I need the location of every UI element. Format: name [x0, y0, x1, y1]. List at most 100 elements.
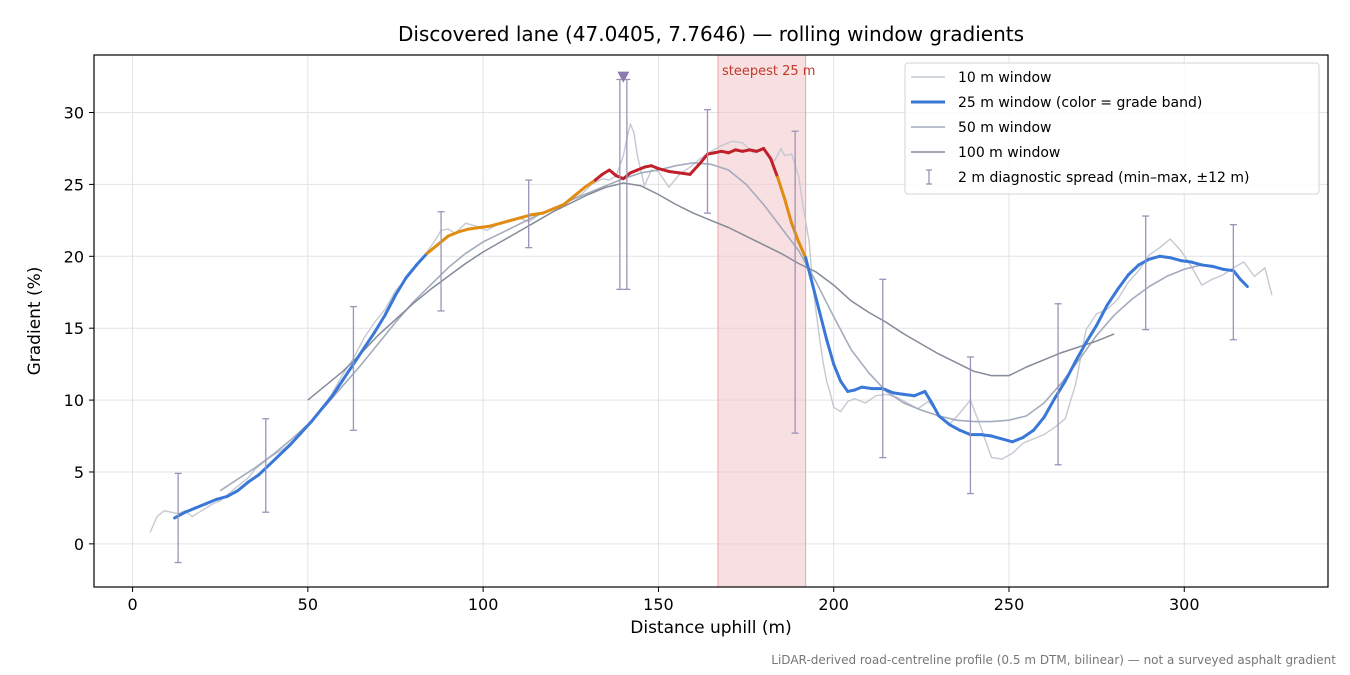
caption: LiDAR-derived road-centreline profile (0…: [771, 653, 1336, 667]
series-25m-segment: [383, 293, 397, 317]
x-axis-label: Distance uphill (m): [630, 618, 791, 638]
series-25m-segment: [351, 346, 366, 366]
series-25m-segment: [551, 203, 566, 211]
series-25m-segment: [1137, 257, 1151, 267]
series-25m-segment: [425, 243, 440, 255]
peak-marker: [617, 71, 630, 83]
series-25m-segment: [923, 389, 934, 405]
series-25m-segment: [902, 392, 916, 398]
legend-entry: 10 m window: [911, 70, 1051, 86]
steepest-band-label: steepest 25 m: [722, 64, 815, 79]
series-25m-segment: [937, 414, 951, 427]
series-25m-segment: [257, 463, 271, 477]
series-25m-segment: [1032, 415, 1046, 432]
error-bar: [262, 418, 270, 513]
error-bar: [703, 108, 711, 214]
x-tick-label: 50: [298, 595, 318, 614]
legend-entry: 50 m window: [911, 120, 1051, 136]
series-25m-segment: [881, 387, 895, 395]
series-25m-segment: [1021, 428, 1036, 439]
series-25m-segment: [541, 207, 555, 215]
series-25m-segment: [299, 420, 313, 435]
error-bar: [525, 179, 533, 249]
series-25m-segment: [404, 263, 419, 280]
series-25m-segment: [783, 197, 794, 225]
y-tick-label: 0: [74, 535, 84, 554]
error-bar: [349, 305, 357, 431]
series-25m-segment: [1084, 323, 1099, 345]
series-25m-segment: [288, 431, 303, 447]
series-25m-segment: [811, 283, 822, 314]
y-tick-label: 25: [64, 175, 84, 194]
series-25m-segment: [1158, 254, 1172, 260]
series-25m-segment: [947, 423, 962, 432]
series-100m-line: [307, 182, 1115, 401]
series-25m-segment: [499, 218, 513, 225]
series-25m-segment: [436, 234, 450, 247]
error-bar-layer: [174, 71, 1237, 564]
series-25m-segment: [362, 331, 376, 350]
series-25m-segment: [688, 161, 702, 176]
series-25m-segment: [320, 394, 334, 411]
series-25m-segment: [478, 224, 492, 230]
series-25m-segment: [832, 362, 843, 383]
series-25m-segment: [958, 428, 972, 437]
series-25m-segment: [1000, 437, 1014, 444]
legend-entry: 2 m diagnostic spread (min–max, ±12 m): [926, 169, 1249, 186]
series-25m-segment: [1147, 254, 1162, 261]
series-25m-segment: [225, 489, 240, 498]
legend-label: 50 m window: [958, 120, 1051, 136]
series-25m-segment: [267, 453, 282, 467]
legend-label: 100 m window: [958, 145, 1060, 161]
series-25m-segment: [330, 378, 345, 398]
chart-title: Discovered lane (47.0405, 7.7646) — roll…: [398, 22, 1024, 46]
series-25m-segment: [194, 502, 208, 510]
x-tick-label: 300: [1169, 595, 1200, 614]
series-25m-segment: [1105, 287, 1120, 307]
x-tick-label: 100: [468, 595, 499, 614]
series-25m-segment: [1042, 397, 1057, 419]
series-25m-segment: [1179, 259, 1193, 264]
x-tick-label: 200: [818, 595, 849, 614]
error-bar: [791, 130, 799, 434]
y-tick-label: 30: [64, 104, 84, 123]
series-25m-segment: [278, 443, 292, 457]
y-tick-label: 5: [74, 463, 84, 482]
series-25m-segment: [825, 338, 836, 366]
series-25m-segment: [1221, 267, 1235, 273]
legend-entry: 100 m window: [911, 145, 1060, 161]
series-25m-segment: [698, 152, 709, 165]
series-25m-segment: [1063, 359, 1078, 383]
tick-layer: 0 50 100 150 200 250 300 0 5 10 15 20 25 30: [64, 104, 1200, 614]
series-25m-segment: [562, 194, 576, 207]
series-25m-segment: [979, 433, 993, 438]
error-bar: [1142, 215, 1150, 331]
series-25m-segment: [509, 215, 524, 222]
series-25m-segment: [173, 510, 187, 520]
series-25m-segment: [1010, 435, 1025, 444]
error-bar: [1229, 224, 1237, 341]
series-25m-segment: [393, 276, 408, 297]
series-25m-segment: [488, 221, 503, 228]
series-25m-segment: [677, 171, 692, 176]
series-25m-segment: [415, 251, 429, 267]
series-25m-segment: [1095, 303, 1109, 327]
series-25m-segment: [204, 497, 219, 506]
series-25m-segment: [246, 473, 261, 484]
series-25m-segment: [1210, 264, 1225, 271]
y-tick-label: 20: [64, 247, 84, 266]
series-25m-segment: [1231, 269, 1242, 281]
steepest-band: [717, 54, 807, 588]
series-25m-segment: [467, 226, 482, 231]
y-axis-label: Gradient (%): [25, 267, 45, 376]
series-25m-segment: [930, 401, 941, 418]
series-25m-segment: [372, 313, 387, 335]
series-25m-segment: [309, 407, 324, 424]
series-25m-segment: [1126, 263, 1141, 277]
error-bar: [879, 278, 887, 459]
series-25m-segment: [797, 240, 808, 260]
series-25m-segment: [183, 506, 198, 514]
series-25m-segment: [572, 185, 587, 198]
series-25m-segment: [457, 227, 471, 234]
